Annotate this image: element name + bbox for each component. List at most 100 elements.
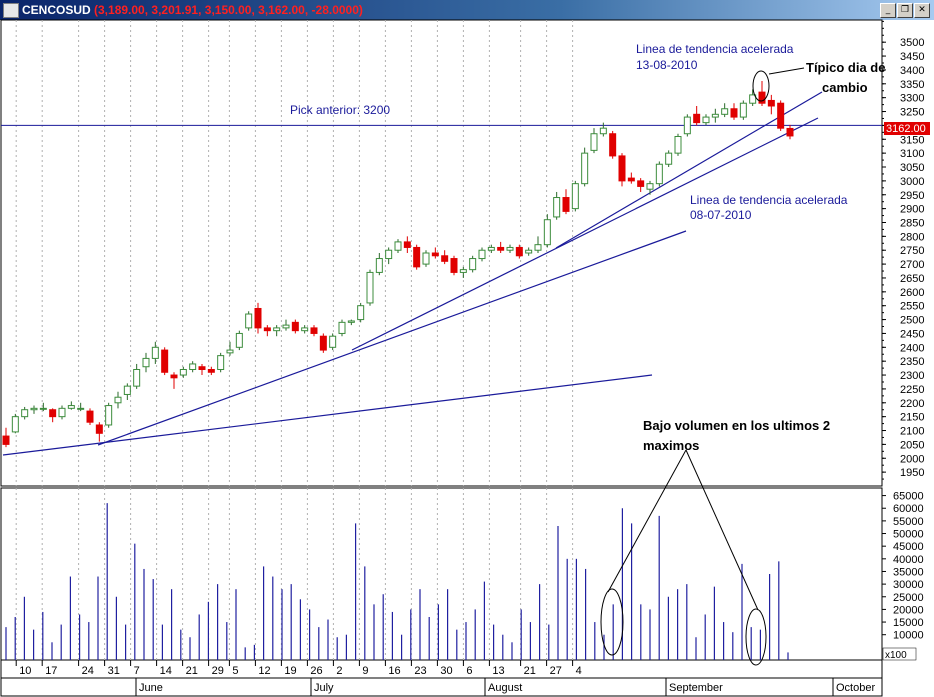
candle-down xyxy=(319,335,327,351)
price-tick-label: 2150 xyxy=(900,412,924,424)
date-tick-label: 27 xyxy=(550,665,562,677)
candle-up xyxy=(571,183,579,210)
candle-up xyxy=(235,332,243,348)
month-label: August xyxy=(488,682,522,694)
volume-tick-label: 45000 xyxy=(893,541,924,553)
candle-up xyxy=(151,346,159,359)
candle-up xyxy=(459,269,467,273)
candle-up xyxy=(282,324,290,329)
price-tick-label: 2900 xyxy=(900,204,924,216)
typical-day-circle xyxy=(752,70,770,102)
price-tick-label: 2450 xyxy=(900,328,924,340)
date-tick-label: 9 xyxy=(362,665,368,677)
date-tick-label: 21 xyxy=(524,665,536,677)
price-tick-label: 2200 xyxy=(900,398,924,410)
volume-tick-label: 55000 xyxy=(893,516,924,528)
candle-down xyxy=(497,246,505,251)
month-label: September xyxy=(669,682,723,694)
candle-up xyxy=(105,405,113,426)
candle-down xyxy=(161,349,169,373)
volume-tick-label: 65000 xyxy=(893,491,924,503)
candle-up xyxy=(189,363,197,371)
restore-button[interactable]: ❐ xyxy=(897,3,913,18)
volume-note-line2: maximos xyxy=(643,438,699,453)
candle-up xyxy=(525,249,533,254)
candle-up xyxy=(21,409,29,418)
candle-up xyxy=(217,355,225,370)
typical-day-label-line2: cambio xyxy=(822,80,868,95)
volume-note-line1: Bajo volumen en los ultimos 2 xyxy=(643,418,830,433)
candle-up xyxy=(338,321,346,334)
candle-down xyxy=(777,102,785,129)
long-trendline[interactable] xyxy=(2,374,653,456)
candle-up xyxy=(711,113,719,118)
candle-down xyxy=(450,258,458,273)
candle-up xyxy=(347,320,355,323)
candle-up xyxy=(385,249,393,260)
price-tick-label: 2000 xyxy=(900,453,924,465)
close-button[interactable]: ✕ xyxy=(914,3,930,18)
candle-up xyxy=(543,219,551,246)
date-tick-label: 17 xyxy=(45,665,57,677)
candle-up xyxy=(67,405,75,409)
trend1-label-line1: Linea de tendencia acelerada xyxy=(636,42,794,56)
volume-highlight-left xyxy=(600,588,624,656)
candle-up xyxy=(179,369,187,376)
candle-up xyxy=(30,407,38,411)
candle-up xyxy=(739,102,747,118)
candle-down xyxy=(49,409,57,418)
typical-day-label-line1: Típico dia de xyxy=(806,60,885,75)
candle-down xyxy=(263,327,271,332)
price-tick-label: 2300 xyxy=(900,370,924,382)
date-tick-label: 6 xyxy=(466,665,472,677)
price-tick-label: 2850 xyxy=(900,217,924,229)
candle-down xyxy=(291,321,299,332)
price-tick-label: 3400 xyxy=(900,65,924,77)
trend1-label-line2: 13-08-2010 xyxy=(636,58,698,72)
last-price-value: 3162.00 xyxy=(886,123,926,135)
date-tick-label: 16 xyxy=(388,665,400,677)
candle-down xyxy=(618,155,626,182)
candle-up xyxy=(581,152,589,185)
candlestick-series xyxy=(2,81,794,448)
date-tick-label: 4 xyxy=(576,665,582,677)
grid-lines xyxy=(15,20,574,660)
candle-down xyxy=(310,327,318,334)
candle-down xyxy=(441,255,449,262)
candle-up xyxy=(301,327,309,332)
minimize-button[interactable]: _ xyxy=(880,3,896,18)
candle-up xyxy=(123,385,131,395)
date-tick-label: 24 xyxy=(82,665,94,677)
date-tick-label: 31 xyxy=(108,665,120,677)
price-tick-label: 3350 xyxy=(900,79,924,91)
volume-panel-frame xyxy=(0,487,883,661)
month-label: June xyxy=(139,682,163,694)
trendline-13-08-2010[interactable] xyxy=(351,117,819,351)
candle-down xyxy=(170,374,178,379)
volume-series xyxy=(5,503,789,660)
trendline-08-07-2010[interactable] xyxy=(97,230,687,446)
date-tick-label: 10 xyxy=(19,665,31,677)
typical-day-pointer xyxy=(768,67,805,75)
last-price-tag xyxy=(884,122,930,135)
volume-note-pointer-right xyxy=(685,449,759,611)
price-tick-label: 2950 xyxy=(900,190,924,202)
date-tick-label: 7 xyxy=(134,665,140,677)
month-label: July xyxy=(314,682,334,694)
price-tick-label: 2550 xyxy=(900,301,924,313)
candle-down xyxy=(86,410,94,423)
date-tick-label: 23 xyxy=(414,665,426,677)
volume-note-pointer-left xyxy=(607,449,687,593)
candle-up xyxy=(422,252,430,265)
title-bar[interactable]: CENCOSUD (3,189.00, 3,201.91, 3,150.00, … xyxy=(0,0,934,20)
candle-up xyxy=(506,246,514,251)
date-tick-label: 5 xyxy=(232,665,238,677)
price-tick-label: 3150 xyxy=(900,134,924,146)
price-tick-label: 2100 xyxy=(900,426,924,438)
volume-tick-label: 25000 xyxy=(893,592,924,604)
candle-up xyxy=(245,313,253,329)
price-tick-label: 2400 xyxy=(900,342,924,354)
